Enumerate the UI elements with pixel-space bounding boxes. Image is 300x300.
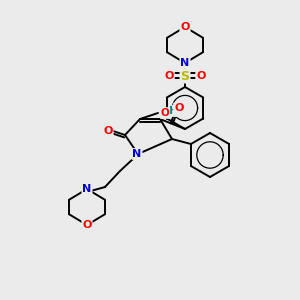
Text: O: O (180, 22, 190, 32)
Text: N: N (132, 149, 142, 159)
Text: N: N (82, 184, 91, 194)
Text: H: H (169, 106, 178, 116)
Text: O: O (196, 71, 206, 81)
Text: O: O (160, 108, 169, 118)
Text: O: O (82, 220, 92, 230)
Text: N: N (180, 58, 190, 68)
Text: S: S (181, 70, 190, 83)
Text: O: O (164, 71, 174, 81)
Text: O: O (103, 126, 113, 136)
Text: O: O (174, 103, 183, 113)
